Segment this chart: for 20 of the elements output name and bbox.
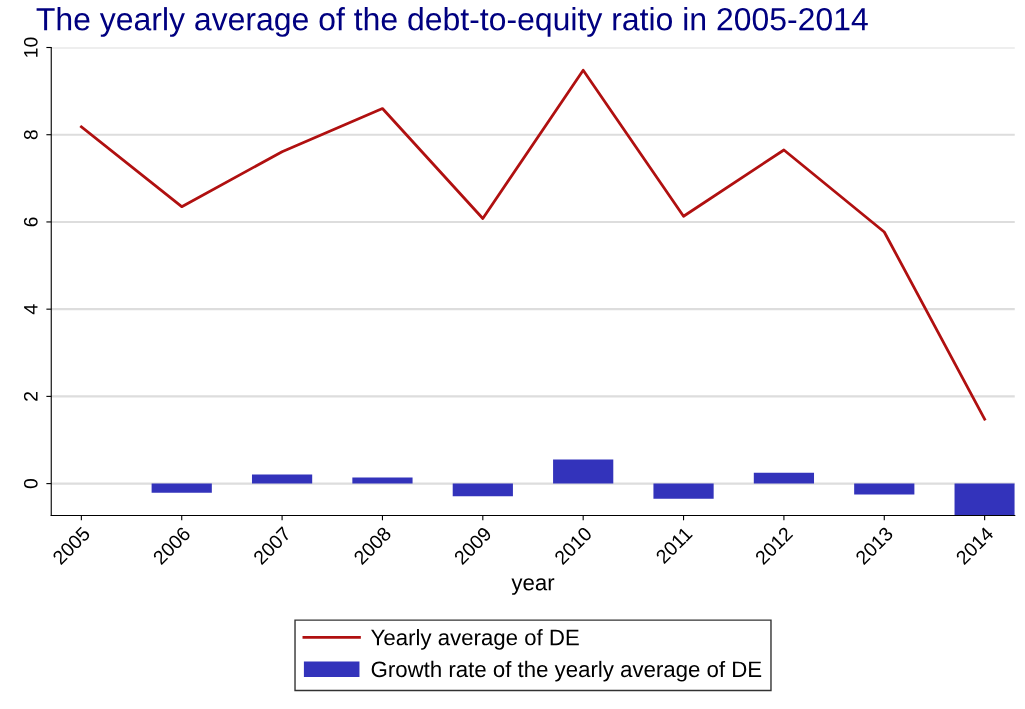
chart-title: The yearly average of the debt-to-equity ratio in 2005-2014	[36, 7, 868, 37]
line-series	[79, 68, 987, 421]
y-tick-label: 6	[23, 217, 38, 227]
y-tick-label: 10	[23, 37, 38, 57]
bar	[151, 483, 212, 493]
bar	[653, 483, 714, 499]
y-tick-label: 4	[24, 304, 38, 315]
bar	[753, 472, 815, 484]
bar	[954, 483, 1015, 516]
y-tick-label: 0	[23, 478, 38, 489]
bar	[452, 483, 513, 497]
legend-label: Growth rate of the yearly average of DE	[371, 660, 762, 682]
bar	[352, 477, 413, 484]
y-tick-label: 2	[23, 391, 38, 401]
y-tick-label: 8	[23, 130, 38, 140]
bar	[854, 483, 915, 495]
x-axis-title: year	[511, 578, 555, 595]
bar	[553, 459, 614, 484]
bar	[251, 474, 313, 484]
legend-label: Yearly average of DE	[371, 629, 579, 650]
